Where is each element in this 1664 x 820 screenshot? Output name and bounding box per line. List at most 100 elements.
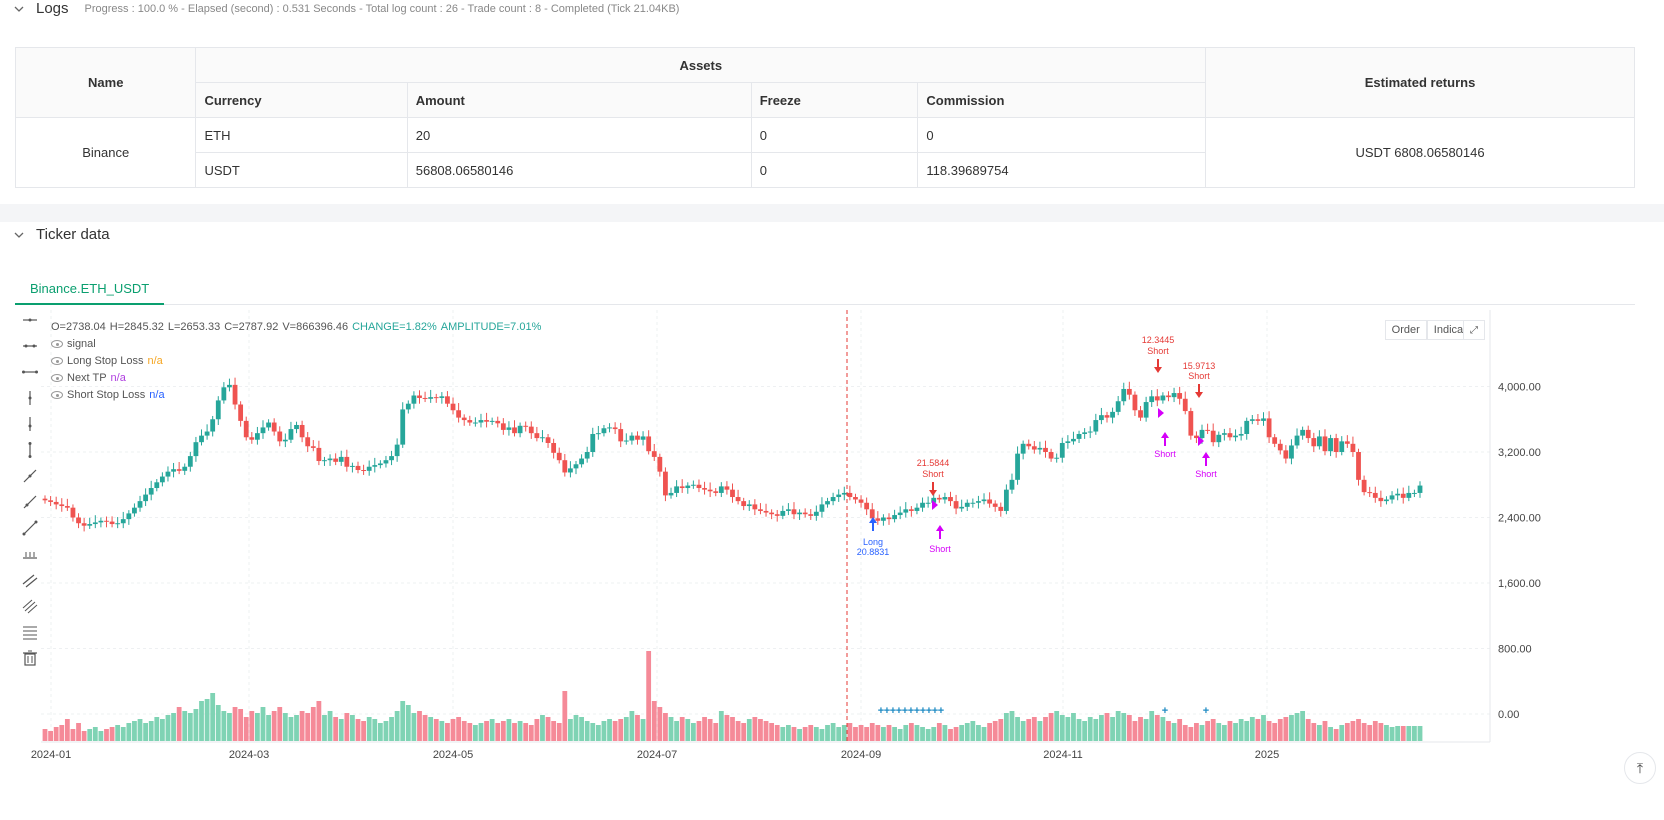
volume-bar [517,721,523,741]
eye-icon[interactable] [51,373,63,382]
candle-body [176,469,182,471]
candle-body [819,504,825,512]
vertical-ray-icon[interactable] [20,414,40,434]
volume-bar [1194,723,1199,741]
scroll-to-top-button[interactable]: ⤒ [1624,752,1656,784]
candle-body [132,507,137,514]
candle-body [674,486,680,493]
candle-body [607,427,612,429]
volume-bar [1227,721,1233,741]
candle-body [1249,419,1255,421]
marker-label: Short [1147,346,1169,356]
trash-icon[interactable] [20,648,40,668]
eye-icon[interactable] [51,339,63,348]
candle-body [417,395,422,398]
eye-icon[interactable] [51,356,63,365]
volume-bar [1261,715,1266,741]
chevron-down-icon[interactable] [14,4,24,14]
candle-body [355,465,361,471]
candle-body [601,428,607,434]
candle-body [1216,434,1222,443]
parallel-channel-icon[interactable] [20,570,40,590]
candle-body [618,429,624,442]
legend-item-long-stop-loss[interactable]: Long Stop Loss n/a [51,352,541,369]
candle-body [864,502,870,510]
triangle-marker [1158,408,1164,418]
horizontal-ray-icon[interactable] [20,336,40,356]
logs-header[interactable]: Logs Progress : 100.0 % - Elapsed (secon… [14,0,679,17]
price-line-icon[interactable] [20,544,40,564]
volume-bar [674,721,680,741]
order-button[interactable]: Order [1384,320,1427,340]
candle-body [651,451,657,457]
segment-icon[interactable] [20,518,40,538]
candle-body [556,452,562,461]
volume-bar [936,723,942,741]
candle-body [1344,441,1350,444]
table-header-row: Name Assets Estimated returns [14,47,1635,118]
assets-table: Name Assets Estimated returns Currency A… [14,47,1635,188]
chart-grid [41,310,1490,742]
fullscreen-icon[interactable]: ⤢ [1463,320,1485,340]
ticker-header[interactable]: Ticker data [14,226,110,243]
volume-bar [869,723,875,741]
x-tick-label: 2024-05 [433,749,473,761]
chart-area[interactable]: 4,000.00 3,200.00 2,400.00 1,600.00 800.00 0.… [15,310,1635,820]
candle-body [579,458,584,465]
volume-bar [1154,715,1160,741]
candle-body [243,420,249,438]
legend-item-short-stop-loss[interactable]: Short Stop Loss n/a [51,386,541,403]
candle-body [1048,452,1054,459]
candle-body [758,509,763,511]
ray-icon[interactable] [20,492,40,512]
chevron-down-icon[interactable] [14,230,24,240]
candle-body [1003,489,1009,511]
candle-body [551,442,557,453]
eye-icon[interactable] [51,390,63,399]
legend-item-signal[interactable]: signal [51,335,541,352]
horizontal-line-icon[interactable] [20,310,40,330]
vertical-line-icon[interactable] [20,388,40,408]
volume-bar [232,707,238,741]
volume-bar [1199,725,1205,741]
volume-bar [1244,721,1250,741]
vertical-segment-icon[interactable] [20,440,40,460]
volume-bar [439,721,445,741]
candle-body [204,431,210,436]
tab-binance-eth-usdt[interactable]: Binance.ETH_USDT [15,273,165,305]
fib-channel-icon[interactable] [20,596,40,616]
candle-body [1311,438,1317,447]
horizontal-segment-icon[interactable] [20,362,40,382]
trend-line-icon[interactable] [20,466,40,486]
legend-item-next-tp[interactable]: Next TP n/a [51,369,541,386]
table-row: Binance ETH 20 0 0 USDT 6808.06580146 [14,117,1635,188]
volume-bar [690,723,696,741]
arrow-down-icon [1195,384,1203,398]
volume-bar [64,719,70,741]
candle-body [1093,420,1099,432]
volume-bar [623,717,629,741]
candle-body [914,507,920,511]
volume-bar [1384,725,1389,741]
candle-body [1059,442,1065,458]
volume-bar [98,731,104,741]
arrow-up-icon [936,525,944,539]
candle-body [1015,453,1020,480]
x-tick-label: 2024-01 [31,749,71,761]
price-chart[interactable]: 4,000.00 3,200.00 2,400.00 1,600.00 800.00 0.… [15,310,1635,820]
amount-cell: 20 [406,117,752,153]
volume-bar [1182,725,1188,741]
volume-bar [881,727,886,741]
candle-body [853,497,858,500]
volume-bar [215,705,221,741]
candle-body [1031,446,1037,450]
fib-retracement-icon[interactable] [20,622,40,642]
signal-plus-marker: + [908,705,914,717]
volume-bar [808,725,814,741]
volume-bar [534,719,540,741]
candle-body [679,486,685,489]
candle-body [1210,430,1216,443]
candle-body [1166,395,1171,398]
volume-bar [350,715,355,741]
logs-title: Logs [36,0,69,17]
